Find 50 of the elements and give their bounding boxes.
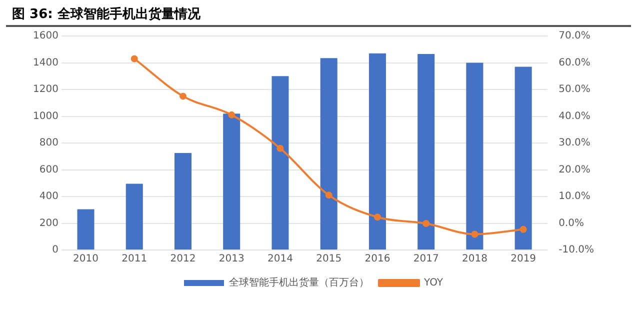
bar xyxy=(272,76,289,250)
y-tick-label: 800 xyxy=(39,138,58,149)
bar xyxy=(514,66,532,250)
bar xyxy=(418,54,435,250)
point xyxy=(520,226,527,233)
y2-tick-label: 0.0% xyxy=(558,218,584,229)
legend-label: YOY xyxy=(423,278,444,289)
x-tick-label: 2017 xyxy=(413,254,439,265)
y-tick-label: 200 xyxy=(39,218,58,229)
chart-title: 图 36: 全球智能手机出货量情况 xyxy=(6,0,631,27)
x-tick-label: 2011 xyxy=(122,254,148,265)
y-tick-label: 1200 xyxy=(32,84,58,96)
bar xyxy=(223,114,240,250)
point xyxy=(325,192,332,199)
x-tick-label: 2015 xyxy=(316,254,342,265)
point xyxy=(422,220,430,228)
x-tick-label: 2018 xyxy=(462,254,488,265)
y-tick-label: 400 xyxy=(39,191,58,202)
point xyxy=(228,111,236,118)
y-tick-label: 1600 xyxy=(32,30,58,42)
x-tick-label: 2016 xyxy=(364,254,390,265)
y2-tick-label: -10.0% xyxy=(558,244,594,256)
y2-tick-label: 30.0% xyxy=(558,138,590,149)
y-tick-label: 600 xyxy=(39,164,58,176)
legend-label: 全球智能手机出货量（百万台） xyxy=(229,276,370,289)
point xyxy=(374,214,381,221)
y2-tick-label: 40.0% xyxy=(558,110,590,122)
x-tick-label: 2012 xyxy=(170,254,196,265)
x-tick-label: 2014 xyxy=(268,254,293,265)
bar xyxy=(466,62,484,250)
point xyxy=(276,144,284,152)
y2-tick-label: 70.0% xyxy=(558,30,590,42)
y2-tick-label: 50.0% xyxy=(558,84,590,96)
x-tick-label: 2013 xyxy=(218,254,244,265)
y2-tick-label: 60.0% xyxy=(558,57,590,68)
point xyxy=(471,230,478,238)
point xyxy=(179,92,186,100)
x-tick-label: 2019 xyxy=(510,254,536,265)
bar xyxy=(77,209,94,250)
bar xyxy=(368,53,386,250)
bar xyxy=(126,184,143,250)
y-tick-label: 1400 xyxy=(32,57,58,68)
bar xyxy=(174,153,192,250)
y-tick-label: 1000 xyxy=(32,110,58,122)
x-tick-label: 2010 xyxy=(73,254,98,265)
y-tick-label: 0 xyxy=(52,244,58,256)
y2-tick-label: 10.0% xyxy=(558,191,590,202)
point xyxy=(130,55,138,62)
bar xyxy=(320,58,338,250)
y2-tick-label: 20.0% xyxy=(558,164,590,176)
